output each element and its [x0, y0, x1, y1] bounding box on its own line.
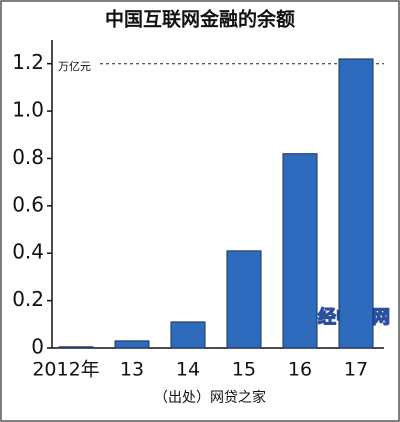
x-tick-label: 2012年	[32, 359, 99, 381]
y-tick-label: 0.4	[12, 240, 44, 264]
bar	[226, 250, 262, 349]
source: （出处）网贷之家	[154, 389, 266, 406]
x-tick-label: 13	[120, 359, 144, 381]
x-tick-label: 16	[288, 359, 312, 381]
bar	[58, 346, 94, 349]
bar	[282, 153, 318, 349]
y-tick-label: 1.0	[12, 98, 44, 122]
y-tick-label: 0.8	[12, 145, 44, 169]
bar	[338, 58, 374, 349]
y-tick-label: 0.6	[12, 192, 44, 216]
y-tick-label: 1.2	[12, 50, 44, 74]
bar	[170, 321, 206, 349]
x-tick-label: 14	[176, 359, 200, 381]
chart-title: 中国互联网金融的余额	[105, 8, 295, 31]
unit-label: 万亿元	[58, 60, 91, 73]
y-tick-label: 0.2	[12, 287, 44, 311]
x-tick-label: 17	[344, 359, 368, 381]
bar	[114, 340, 150, 349]
y-tick-label: 0	[31, 335, 44, 359]
x-tick-label: 15	[232, 359, 256, 381]
